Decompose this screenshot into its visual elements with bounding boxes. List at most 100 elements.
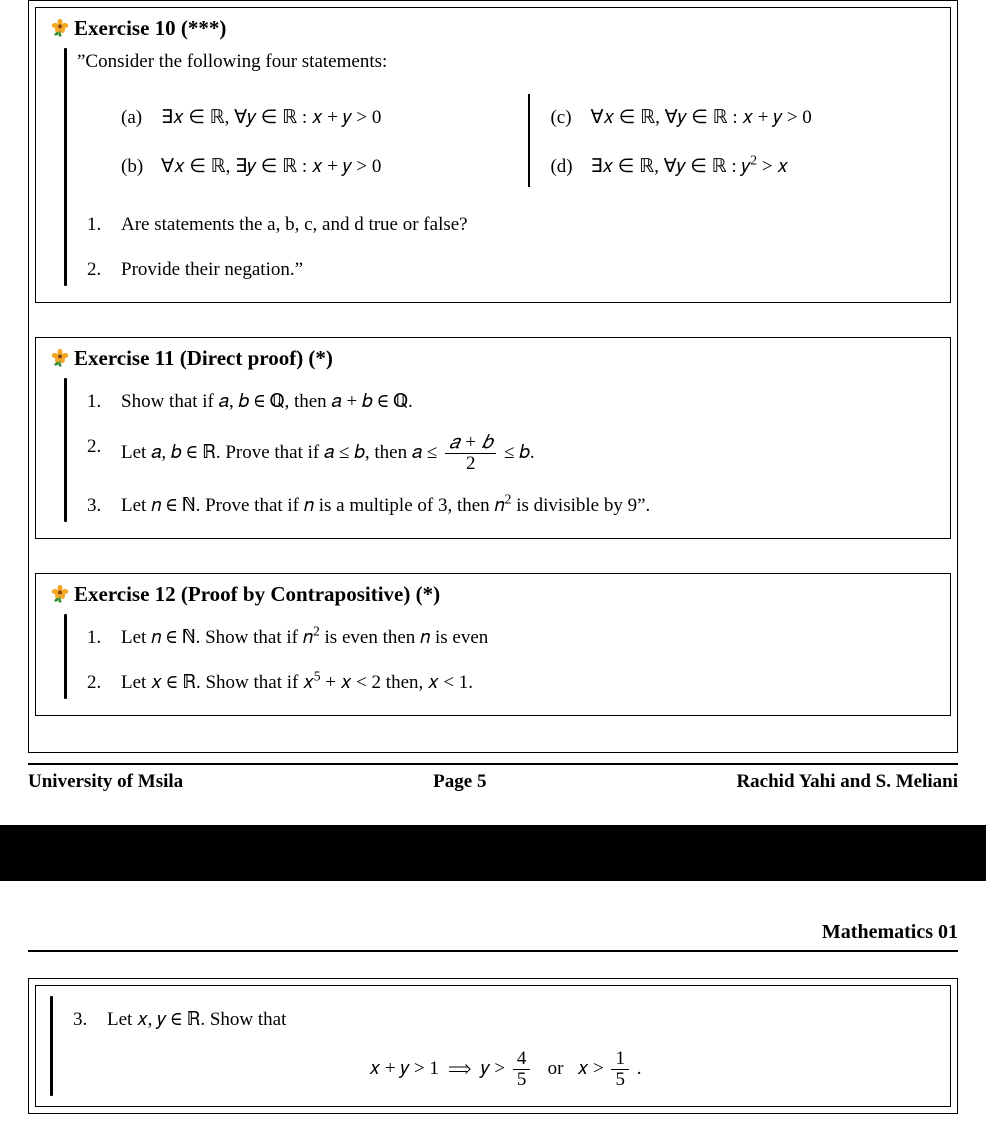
exercise-10-intro: ”Consider the following four statements: [77, 48, 938, 76]
exercise-10-q2: 2. Provide their negation.” [87, 256, 938, 284]
exercise-12-title: Exercise 12 (Proof by Contrapositive) (*… [74, 582, 440, 607]
page-footer: University of Msila Page 5 Rachid Yahi a… [28, 763, 958, 793]
footer-left: University of Msila [28, 771, 183, 793]
exercise-10-q1-text: Are statements the a, b, c, and d true o… [121, 211, 468, 239]
statement-b-math: ∀𝑥 ∈ ℝ, ∃𝑦 ∈ ℝ : 𝑥 + 𝑦 > 0 [161, 153, 381, 181]
exercise-12-i1-post: is even then 𝑛 is even [320, 627, 489, 648]
exercise-12-cont-content: 3. Let 𝑥, 𝑦 ∈ ℝ. Show that 𝑥 + 𝑦 > 1 ⟹ 𝑦… [63, 996, 938, 1096]
exercise-12-i1-num: 1. [87, 624, 111, 652]
page-2: Mathematics 01 3. Let 𝑥, 𝑦 ∈ ℝ. Show tha… [0, 921, 986, 1114]
exercise-12-i2-text: Let 𝑥 ∈ ℝ. Show that if 𝑥5 + 𝑥 < 2 then,… [121, 669, 473, 697]
exercise-12-cont-box: 3. Let 𝑥, 𝑦 ∈ ℝ. Show that 𝑥 + 𝑦 > 1 ⟹ 𝑦… [35, 985, 951, 1107]
flower-icon [50, 584, 70, 610]
statement-c-label: (c) [550, 104, 580, 132]
exercise-11-i1-text: Show that if 𝑎, 𝑏 ∈ ℚ, then 𝑎 + 𝑏 ∈ ℚ. [121, 388, 413, 416]
exercise-11-box: Exercise 11 (Direct proof) (*) 1. Show t… [35, 337, 951, 539]
exercise-12-i3-num: 3. [73, 1006, 97, 1034]
exercise-10-title-row: Exercise 10 (***) [50, 16, 938, 44]
exercise-10-box: Exercise 10 (***) ”Consider the followin… [35, 7, 951, 303]
frac-den: 2 [445, 453, 496, 474]
exercise-12-i1-sup: 2 [313, 623, 320, 638]
exercise-11-i3-post: is divisible by 9”. [511, 495, 650, 516]
exercise-11-i3: 3. Let 𝑛 ∈ ℕ. Prove that if 𝑛 is a multi… [87, 492, 938, 520]
exercise-12-i2-pre: Let 𝑥 ∈ ℝ. Show that if 𝑥 [121, 672, 314, 693]
statement-d: (d) ∃𝑥 ∈ ℝ, ∀𝑦 ∈ ℝ : 𝑦2 > 𝑥 [550, 153, 920, 181]
statement-d-math: ∃𝑥 ∈ ℝ, ∀𝑦 ∈ ℝ : 𝑦2 > 𝑥 [590, 153, 787, 181]
exercise-12-box: Exercise 12 (Proof by Contrapositive) (*… [35, 573, 951, 716]
statements-two-col: (a) ∃𝑥 ∈ ℝ, ∀𝑦 ∈ ℝ : 𝑥 + 𝑦 > 0 (b) ∀𝑥 ∈ … [121, 94, 938, 187]
exercise-11-body: 1. Show that if 𝑎, 𝑏 ∈ ℚ, then 𝑎 + 𝑏 ∈ ℚ… [64, 378, 938, 522]
footer-center: Page 5 [433, 771, 486, 793]
exercise-11-title-row: Exercise 11 (Direct proof) (*) [50, 346, 938, 374]
exercise-11-items: 1. Show that if 𝑎, 𝑏 ∈ ℚ, then 𝑎 + 𝑏 ∈ ℚ… [77, 388, 938, 520]
exercise-11-content: 1. Show that if 𝑎, 𝑏 ∈ ℚ, then 𝑎 + 𝑏 ∈ ℚ… [77, 378, 938, 522]
exercise-12-content: 1. Let 𝑛 ∈ ℕ. Show that if 𝑛2 is even th… [77, 614, 938, 699]
exercise-11-i2-frac: 𝑎 + 𝑏 2 [445, 433, 496, 474]
statement-d-pre: ∃𝑥 ∈ ℝ, ∀𝑦 ∈ ℝ : 𝑦 [590, 156, 750, 177]
statement-a-label: (a) [121, 104, 151, 132]
exercise-12-cont-items: 3. Let 𝑥, 𝑦 ∈ ℝ. Show that 𝑥 + 𝑦 > 1 ⟹ 𝑦… [63, 1006, 938, 1092]
exercise-12-i3: 3. Let 𝑥, 𝑦 ∈ ℝ. Show that 𝑥 + 𝑦 > 1 ⟹ 𝑦… [73, 1006, 938, 1092]
page-2-frame: 3. Let 𝑥, 𝑦 ∈ ℝ. Show that 𝑥 + 𝑦 > 1 ⟹ 𝑦… [28, 978, 958, 1114]
frac-num: 1 [611, 1049, 629, 1069]
exercise-12-i1-pre: Let 𝑛 ∈ ℕ. Show that if 𝑛 [121, 627, 313, 648]
exercise-11-i2: 2. Let 𝑎, 𝑏 ∈ ℝ. Prove that if 𝑎 ≤ 𝑏, th… [87, 433, 938, 474]
exercise-11-i1-num: 1. [87, 388, 111, 416]
frac-den: 5 [513, 1069, 531, 1090]
exercise-12-i1: 1. Let 𝑛 ∈ ℕ. Show that if 𝑛2 is even th… [87, 624, 938, 652]
page-1: Exercise 10 (***) ”Consider the followin… [0, 0, 986, 793]
exercise-10-rule [64, 48, 67, 286]
disp-frac-2: 1 5 [611, 1049, 629, 1090]
exercise-11-i3-pre: Let 𝑛 ∈ ℕ. Prove that if 𝑛 is a multiple… [121, 495, 505, 516]
exercise-10-questions: 1. Are statements the a, b, c, and d tru… [77, 211, 938, 284]
exercise-12-title-row: Exercise 12 (Proof by Contrapositive) (*… [50, 582, 938, 610]
statement-a-math: ∃𝑥 ∈ ℝ, ∀𝑦 ∈ ℝ : 𝑥 + 𝑦 > 0 [161, 104, 381, 132]
exercise-12-i2-post: + 𝑥 < 2 then, 𝑥 < 1. [321, 672, 474, 693]
exercise-12-i2: 2. Let 𝑥 ∈ ℝ. Show that if 𝑥5 + 𝑥 < 2 th… [87, 669, 938, 697]
exercise-11-i1: 1. Show that if 𝑎, 𝑏 ∈ ℚ, then 𝑎 + 𝑏 ∈ ℚ… [87, 388, 938, 416]
statements-col-right: (c) ∀𝑥 ∈ ℝ, ∀𝑦 ∈ ℝ : 𝑥 + 𝑦 > 0 (d) ∃𝑥 ∈ … [530, 94, 938, 187]
statement-d-post: > 𝑥 [757, 156, 788, 177]
exercise-12-cont-rule [50, 996, 53, 1096]
statement-b: (b) ∀𝑥 ∈ ℝ, ∃𝑦 ∈ ℝ : 𝑥 + 𝑦 > 0 [121, 153, 510, 181]
statement-c: (c) ∀𝑥 ∈ ℝ, ∀𝑦 ∈ ℝ : 𝑥 + 𝑦 > 0 [550, 104, 920, 132]
exercise-11-title: Exercise 11 (Direct proof) (*) [74, 346, 333, 371]
exercise-10-q2-num: 2. [87, 256, 111, 284]
exercise-10-title: Exercise 10 (***) [74, 16, 226, 41]
page-2-header: Mathematics 01 [28, 921, 958, 952]
statement-c-math: ∀𝑥 ∈ ℝ, ∀𝑦 ∈ ℝ : 𝑥 + 𝑦 > 0 [590, 104, 811, 132]
page-2-header-text: Mathematics 01 [822, 921, 958, 944]
exercise-10-q2-text: Provide their negation.” [121, 256, 303, 284]
exercise-12-body: 1. Let 𝑛 ∈ ℕ. Show that if 𝑛2 is even th… [64, 614, 938, 699]
disp-frac-1: 4 5 [513, 1049, 531, 1090]
exercise-10-q1: 1. Are statements the a, b, c, and d tru… [87, 211, 938, 239]
exercise-11-i2-pre: Let 𝑎, 𝑏 ∈ ℝ. Prove that if 𝑎 ≤ 𝑏, then … [121, 442, 442, 463]
exercise-12-i3-display: 𝑥 + 𝑦 > 1 ⟹ 𝑦 > 4 5 or 𝑥 > 1 5 [73, 1049, 938, 1090]
page-frame: Exercise 10 (***) ”Consider the followin… [28, 0, 958, 753]
exercise-12-i2-sup: 5 [314, 669, 321, 684]
exercise-12-i3-intro: Let 𝑥, 𝑦 ∈ ℝ. Show that [107, 1006, 286, 1034]
disp-pre: 𝑥 + 𝑦 > 1 ⟹ 𝑦 > [370, 1058, 510, 1079]
exercise-12-rule [64, 614, 67, 699]
exercise-12-items: 1. Let 𝑛 ∈ ℕ. Show that if 𝑛2 is even th… [77, 624, 938, 697]
flower-icon [50, 18, 70, 44]
exercise-12-i2-num: 2. [87, 669, 111, 697]
exercise-11-i2-post: ≤ 𝑏. [504, 442, 535, 463]
exercise-12-i1-text: Let 𝑛 ∈ ℕ. Show that if 𝑛2 is even then … [121, 624, 488, 652]
frac-num: 4 [513, 1049, 531, 1069]
exercise-11-i2-num: 2. [87, 433, 111, 474]
exercise-11-rule [64, 378, 67, 522]
page-separator [0, 825, 986, 881]
exercise-10-q1-num: 1. [87, 211, 111, 239]
exercise-10-content: ”Consider the following four statements:… [77, 48, 938, 286]
exercise-11-i3-text: Let 𝑛 ∈ ℕ. Prove that if 𝑛 is a multiple… [121, 492, 650, 520]
exercise-10-body: ”Consider the following four statements:… [64, 48, 938, 286]
statement-b-label: (b) [121, 153, 151, 181]
statement-a: (a) ∃𝑥 ∈ ℝ, ∀𝑦 ∈ ℝ : 𝑥 + 𝑦 > 0 [121, 104, 510, 132]
disp-mid: or 𝑥 > [538, 1058, 608, 1079]
exercise-11-i3-num: 3. [87, 492, 111, 520]
frac-den: 5 [611, 1069, 629, 1090]
exercise-11-i2-text: Let 𝑎, 𝑏 ∈ ℝ. Prove that if 𝑎 ≤ 𝑏, then … [121, 433, 535, 474]
disp-post: . [637, 1058, 642, 1079]
frac-num: 𝑎 + 𝑏 [445, 433, 496, 453]
